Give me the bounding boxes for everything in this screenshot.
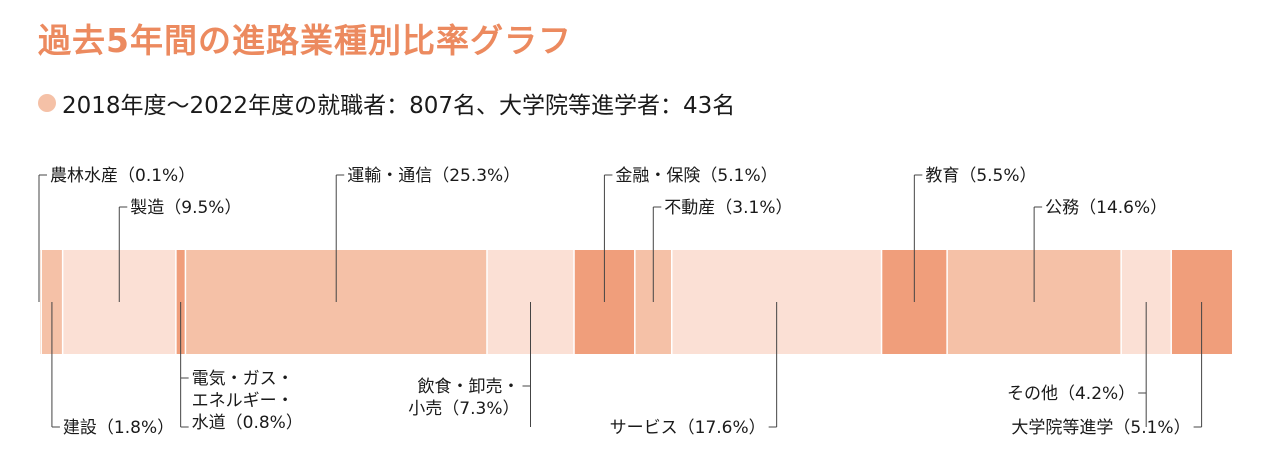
data-label: 大学院等進学（5.1%） xyxy=(1011,418,1190,438)
chart-subtitle: 2018年度〜2022年度の就職者：807名、大学院等進学者：43名 xyxy=(38,86,735,120)
data-label: その他（4.2%） xyxy=(1007,384,1135,404)
data-label: 小売（7.3%） xyxy=(408,399,519,419)
subtitle-text: 2018年度〜2022年度の就職者：807名、大学院等進学者：43名 xyxy=(62,93,736,119)
data-label: 公務（14.6%） xyxy=(1045,198,1167,218)
data-label: エネルギー・ xyxy=(192,391,294,411)
data-label: 水道（0.8%） xyxy=(192,413,303,433)
data-label: 建設（1.8%） xyxy=(63,418,174,438)
data-label: 運輸・通信（25.3%） xyxy=(347,166,520,186)
page-title: 過去5年間の進路業種別比率グラフ xyxy=(38,21,572,60)
data-label: 飲食・卸売・ xyxy=(418,377,520,397)
data-label: 農林水産（0.1%） xyxy=(50,166,195,186)
data-label: 電気・ガス・ xyxy=(192,369,294,389)
data-label: サービス（17.6%） xyxy=(610,418,766,438)
data-label: 不動産（3.1%） xyxy=(664,198,792,218)
data-label: 教育（5.5%） xyxy=(925,166,1036,186)
legend-dot-icon xyxy=(38,94,56,112)
data-label: 金融・保険（5.1%） xyxy=(615,166,777,186)
data-label: 製造（9.5%） xyxy=(130,198,241,218)
